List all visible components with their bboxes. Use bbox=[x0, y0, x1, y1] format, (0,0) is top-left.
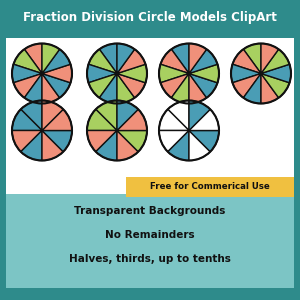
Wedge shape bbox=[42, 100, 63, 130]
Wedge shape bbox=[117, 44, 135, 74]
Wedge shape bbox=[171, 44, 189, 74]
Wedge shape bbox=[14, 49, 42, 74]
Wedge shape bbox=[24, 44, 42, 74]
Wedge shape bbox=[243, 74, 261, 104]
Wedge shape bbox=[159, 109, 189, 130]
Wedge shape bbox=[189, 64, 219, 83]
Wedge shape bbox=[96, 130, 117, 160]
Wedge shape bbox=[168, 100, 189, 130]
Wedge shape bbox=[189, 74, 218, 98]
Wedge shape bbox=[189, 100, 210, 130]
Wedge shape bbox=[171, 74, 189, 104]
Wedge shape bbox=[24, 74, 42, 104]
Bar bbox=[6, 194, 294, 288]
Wedge shape bbox=[243, 44, 261, 74]
Wedge shape bbox=[261, 74, 290, 98]
Bar bbox=[6, 38, 294, 194]
Text: Transparent Backgrounds: Transparent Backgrounds bbox=[74, 206, 226, 217]
Wedge shape bbox=[117, 49, 146, 74]
Wedge shape bbox=[12, 109, 42, 130]
Wedge shape bbox=[160, 74, 189, 98]
Wedge shape bbox=[12, 64, 42, 83]
Wedge shape bbox=[88, 49, 117, 74]
Wedge shape bbox=[117, 130, 138, 160]
Wedge shape bbox=[189, 44, 207, 74]
Wedge shape bbox=[12, 130, 42, 152]
Wedge shape bbox=[42, 130, 63, 160]
Bar bbox=[126, 177, 294, 197]
Wedge shape bbox=[117, 64, 147, 83]
Wedge shape bbox=[231, 64, 261, 83]
Wedge shape bbox=[117, 109, 147, 130]
Wedge shape bbox=[159, 130, 189, 152]
Wedge shape bbox=[42, 109, 72, 130]
Wedge shape bbox=[21, 100, 42, 130]
Wedge shape bbox=[189, 130, 210, 160]
Text: Halves, thirds, up to tenths: Halves, thirds, up to tenths bbox=[69, 254, 231, 265]
Wedge shape bbox=[21, 130, 42, 160]
Text: No Remainders: No Remainders bbox=[105, 230, 195, 241]
Wedge shape bbox=[42, 44, 60, 74]
Wedge shape bbox=[160, 49, 189, 74]
Wedge shape bbox=[189, 130, 219, 152]
Wedge shape bbox=[88, 74, 117, 98]
Wedge shape bbox=[42, 74, 70, 98]
Wedge shape bbox=[99, 44, 117, 74]
Text: Free for Commerical Use: Free for Commerical Use bbox=[150, 182, 270, 191]
Wedge shape bbox=[96, 100, 117, 130]
Wedge shape bbox=[189, 74, 207, 104]
Wedge shape bbox=[87, 109, 117, 130]
Wedge shape bbox=[189, 109, 219, 130]
Bar bbox=[0, 0, 300, 36]
Wedge shape bbox=[117, 100, 138, 130]
Wedge shape bbox=[232, 74, 261, 98]
Wedge shape bbox=[42, 130, 72, 152]
Wedge shape bbox=[42, 64, 72, 83]
Wedge shape bbox=[42, 74, 60, 104]
Wedge shape bbox=[14, 74, 42, 98]
Wedge shape bbox=[232, 49, 261, 74]
Wedge shape bbox=[117, 130, 147, 152]
Wedge shape bbox=[117, 74, 146, 98]
Wedge shape bbox=[99, 74, 117, 104]
Text: Fraction Division Circle Models ClipArt: Fraction Division Circle Models ClipArt bbox=[23, 11, 277, 24]
Wedge shape bbox=[261, 74, 279, 104]
Wedge shape bbox=[261, 49, 290, 74]
Wedge shape bbox=[87, 130, 117, 152]
Wedge shape bbox=[189, 49, 218, 74]
Wedge shape bbox=[42, 49, 70, 74]
Wedge shape bbox=[87, 64, 117, 83]
Wedge shape bbox=[261, 44, 279, 74]
Wedge shape bbox=[159, 64, 189, 83]
Wedge shape bbox=[168, 130, 189, 160]
Wedge shape bbox=[261, 64, 291, 83]
Wedge shape bbox=[117, 74, 135, 104]
